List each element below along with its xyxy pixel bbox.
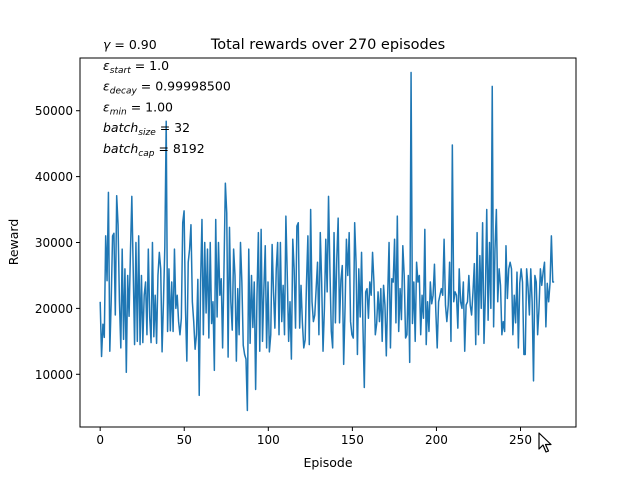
- x-tick-label: 50: [177, 433, 192, 447]
- x-tick-label: 250: [509, 433, 532, 447]
- x-tick-label: 200: [425, 433, 448, 447]
- y-tick-label: 50000: [35, 104, 73, 118]
- y-axis-label: Reward: [6, 219, 21, 266]
- chart-title: Total rewards over 270 episodes: [210, 37, 445, 53]
- y-tick-label: 20000: [35, 302, 73, 316]
- series-line-1: [99, 71, 555, 412]
- x-tick-label: 0: [96, 433, 104, 447]
- annotation-line: batchcap = 8192: [103, 141, 205, 159]
- annotation-line: εmin = 1.00: [103, 99, 173, 117]
- mouse-pointer-icon: [538, 432, 552, 453]
- parameter-annotations: γ = 0.90 εstart = 1.0 εdecay = 0.99998500 ε…: [103, 37, 231, 159]
- x-axis-label: Episode: [303, 455, 352, 470]
- x-tick-label: 150: [341, 433, 364, 447]
- annotation-line: batchsize = 32: [103, 120, 190, 138]
- x-tick-label: 100: [257, 433, 280, 447]
- y-tick-label: 40000: [35, 170, 73, 184]
- annotation-line: γ = 0.90: [103, 37, 157, 52]
- y-tick-label: 30000: [35, 236, 73, 250]
- annotation-line: εdecay = 0.99998500: [103, 79, 231, 97]
- y-tick-label: 10000: [35, 368, 73, 382]
- annotation-line: εstart = 1.0: [103, 58, 169, 76]
